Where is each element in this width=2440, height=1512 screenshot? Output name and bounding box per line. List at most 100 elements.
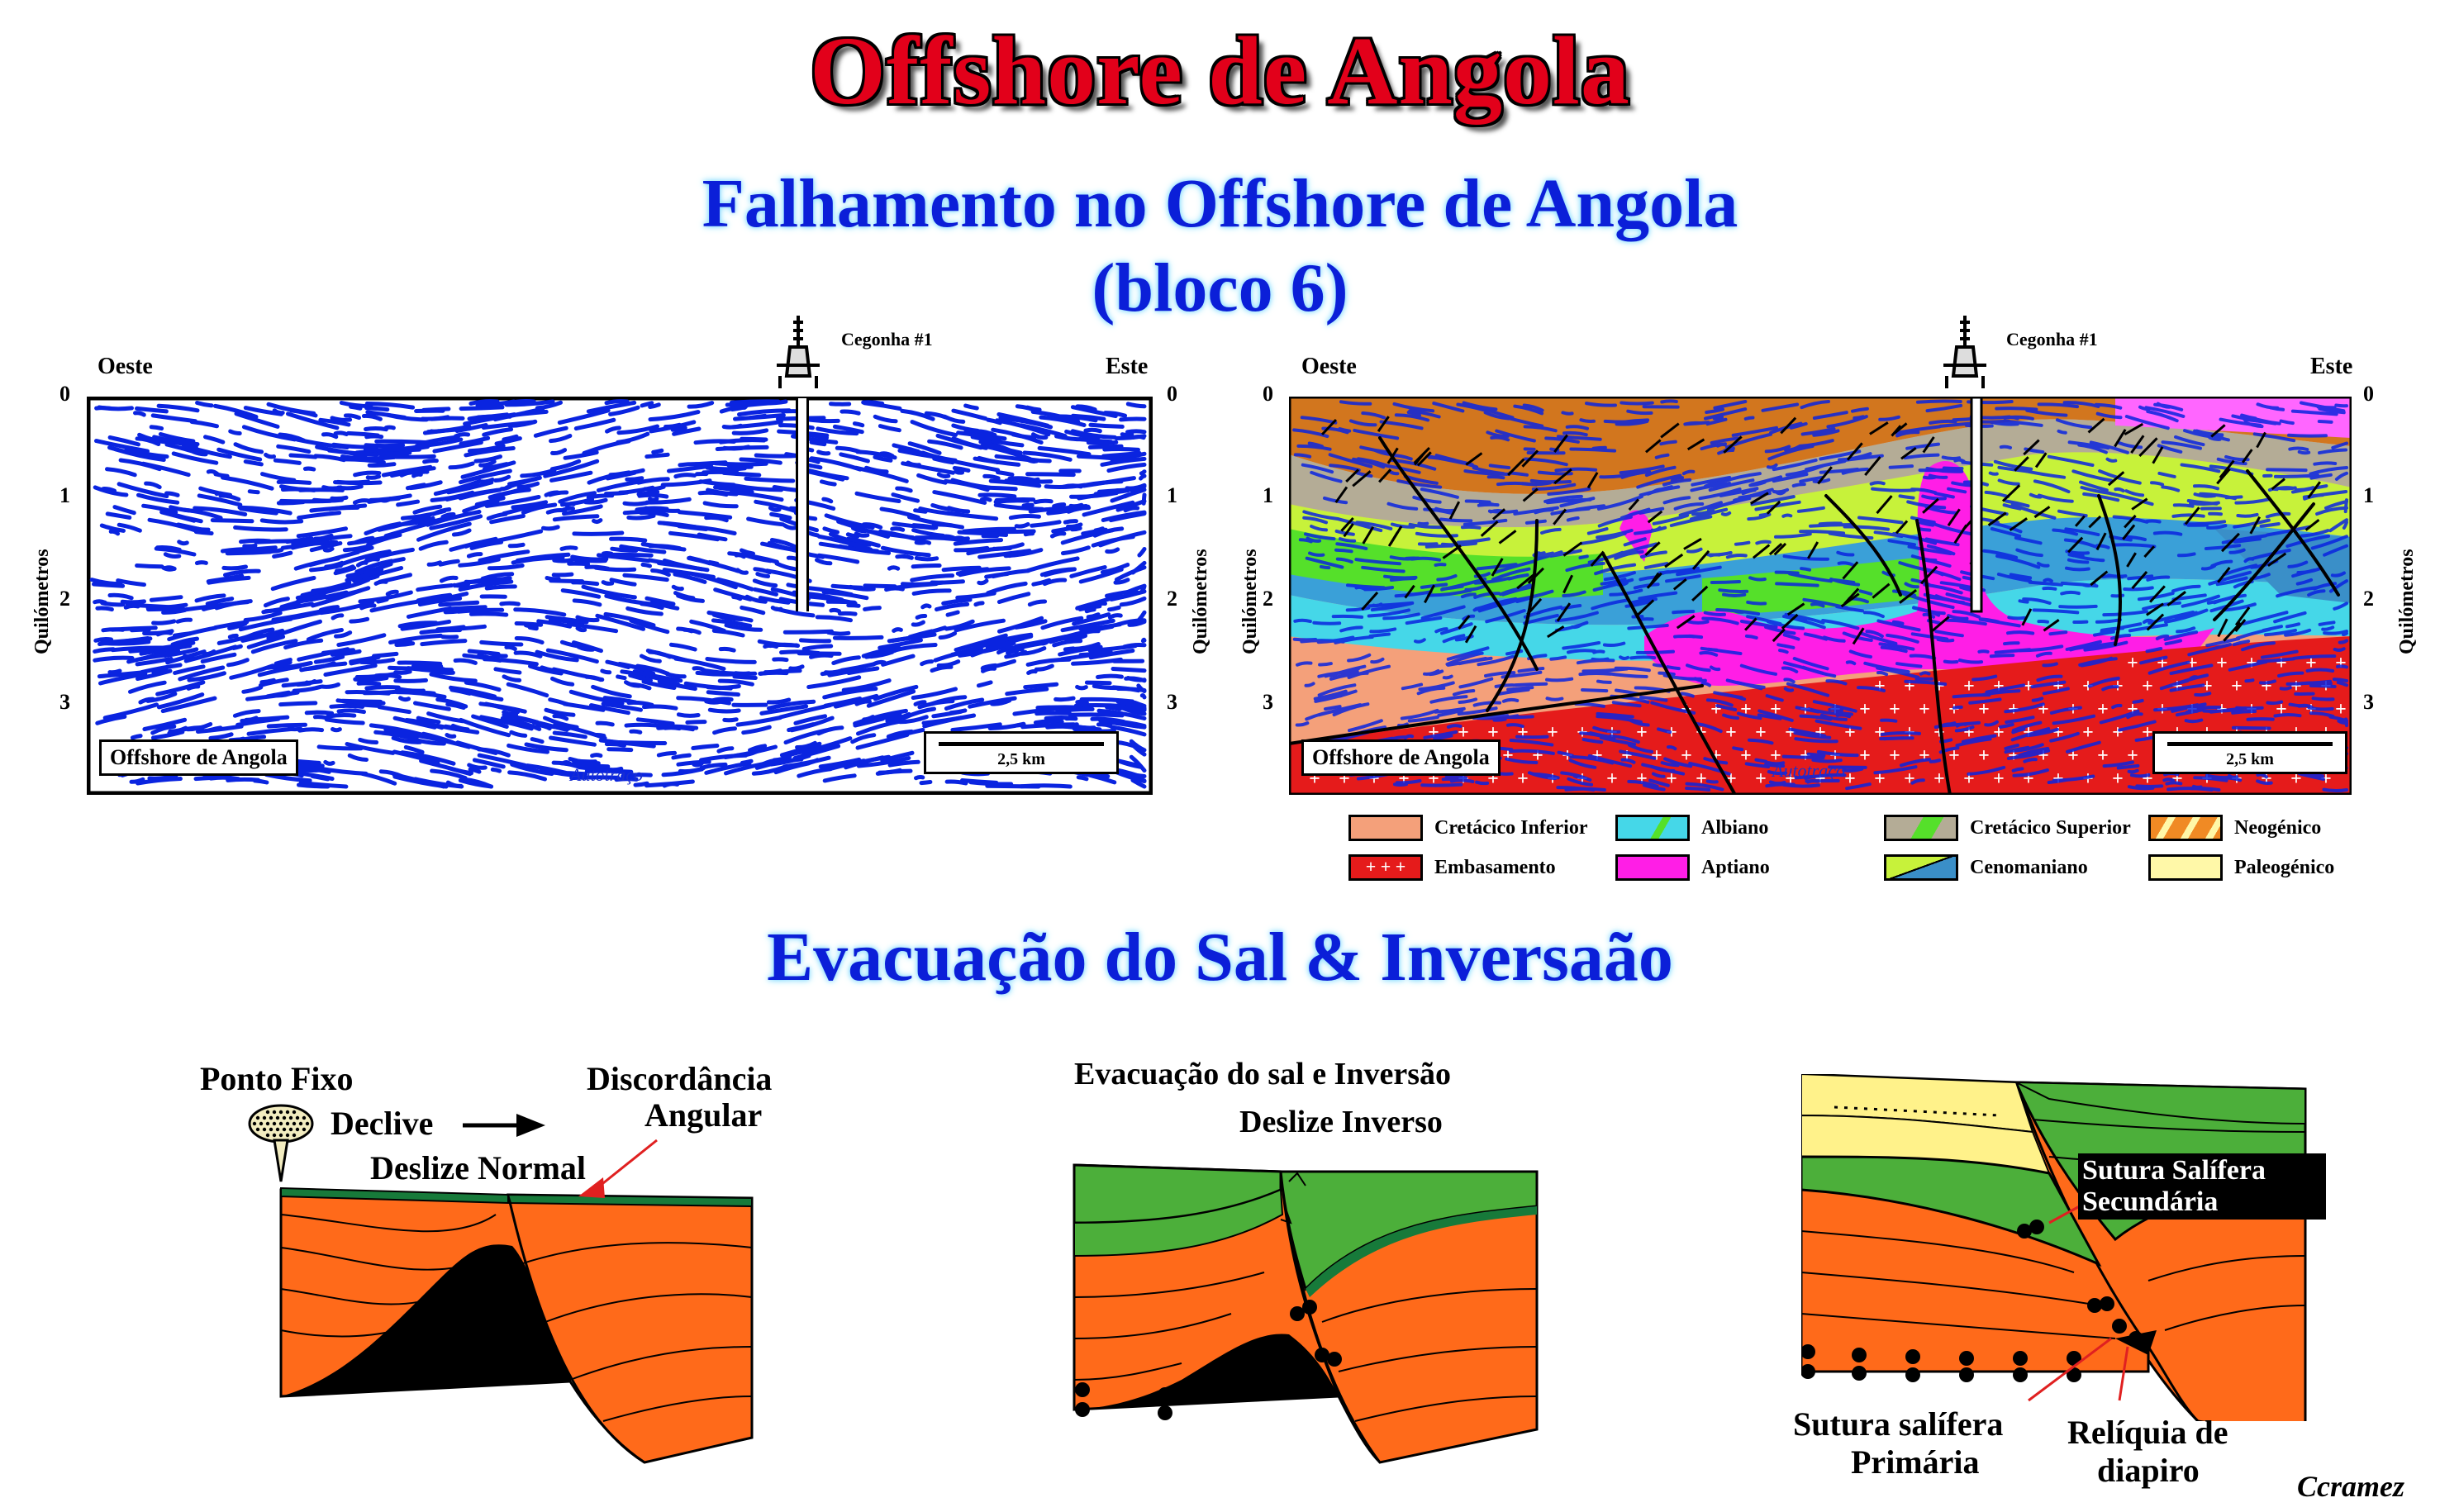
seismic-reflector (1077, 687, 1087, 688)
basement-cross: + (1606, 768, 1618, 790)
seismic-reflector (314, 500, 341, 501)
seismic-reflector (1141, 476, 1145, 478)
seismic-reflector (2335, 649, 2344, 650)
basement-cross: + (2127, 653, 2138, 674)
seismic-reflector (1024, 505, 1032, 506)
pin-dot (293, 1134, 296, 1137)
pin-dot (273, 1122, 276, 1125)
seismic-reflector (1918, 401, 1961, 402)
seismic-reflector (914, 525, 936, 528)
main-title: Offshore de Angola (0, 15, 2440, 127)
seismic-reflector (1082, 699, 1133, 701)
seismic-reflector (2324, 790, 2347, 791)
pin-dot (293, 1122, 296, 1125)
seismic-reflector (946, 536, 968, 539)
seismic-reflector (510, 544, 523, 545)
seismic-reflector (1776, 583, 1818, 585)
seismic-reflector (322, 685, 339, 687)
seismic-reflector (1979, 651, 1987, 652)
seismic-reflector (1728, 555, 1746, 557)
seismic-reflector (724, 426, 740, 427)
seismic-reflector (1371, 635, 1390, 636)
seismic-reflector (2320, 622, 2334, 625)
seismic-reflector (710, 710, 739, 711)
seismic-reflector (1954, 707, 1962, 708)
legend-label: Cenomaniano (1970, 857, 2088, 879)
seismic-reflector (335, 482, 369, 483)
seismic-reflector (369, 464, 394, 466)
seismic-reflector (1689, 621, 1708, 622)
seismic-reflector (951, 711, 965, 713)
seismic-reflector (923, 606, 930, 607)
seismic-reflector (1748, 602, 1765, 604)
seismic-reflector (339, 711, 364, 712)
seismic-reflector (122, 601, 144, 602)
seismic-reflector (1071, 505, 1082, 506)
seismic-reflector (164, 568, 174, 569)
seismic-reflector (1605, 644, 1624, 645)
seismic-reflector (1582, 690, 1606, 691)
seismic-reflector (1872, 483, 1884, 484)
seismic-reflector (1581, 420, 1594, 421)
seismic-reflector (137, 408, 167, 411)
seismic-reflector (1296, 454, 1310, 456)
basement-cross: + (1889, 745, 1900, 767)
seismic-reflector (2043, 588, 2055, 589)
seismic-reflector (154, 621, 174, 623)
seismic-reflector (939, 474, 949, 476)
seismic-reflector (440, 602, 478, 605)
pin-dot (283, 1128, 286, 1131)
seismic-reflector (2276, 475, 2318, 477)
basement-cross: + (2052, 676, 2064, 697)
seismic-reflector (2114, 544, 2154, 546)
seismic-reflector (1088, 615, 1098, 617)
tick-right-3: 3 (2363, 690, 2374, 715)
seismic-reflector (626, 725, 666, 726)
seismic-reflector (349, 433, 378, 435)
pin-dot (289, 1128, 293, 1131)
tick-right-3: 3 (1167, 690, 1177, 715)
seismic-reflector (627, 478, 642, 480)
seismic-reflector (708, 687, 740, 688)
sutura-secundaria-label-1: Sutura Salífera (2082, 1155, 2266, 1186)
seismic-reflector (2248, 719, 2273, 720)
seismic-reflector (810, 420, 838, 421)
seismic-reflector (831, 610, 839, 611)
seismic-reflector (2008, 632, 2033, 633)
angular-label: Angular (644, 1096, 762, 1134)
seismic-reflector (1801, 568, 1810, 570)
seismic-reflector (2262, 524, 2279, 526)
seismic-reflector (110, 671, 120, 673)
seismic-reflector (376, 675, 399, 677)
seismic-reflector (848, 535, 857, 537)
seismic-reflector (1810, 525, 1851, 526)
seismic-reflector (1605, 421, 1639, 422)
seismic-reflector (345, 416, 359, 418)
seismic-reflector (2195, 693, 2209, 695)
seismic-reflector (2281, 687, 2290, 688)
seismic-reflector (136, 413, 145, 415)
seismic-reflector (2014, 768, 2023, 770)
seismic-reflector (587, 567, 608, 568)
seismic-reflector (281, 703, 316, 705)
seismic-reflector (801, 640, 829, 641)
seismic-reflector (299, 785, 328, 787)
seismic-reflector (1074, 726, 1094, 728)
basement-cross: + (1755, 768, 1767, 790)
pin-dot (266, 1134, 269, 1137)
pin-dot (299, 1122, 302, 1125)
seismic-reflector (1056, 698, 1074, 700)
basement-cross: + (1725, 722, 1737, 744)
seismic-reflector (1667, 667, 1679, 668)
seismic-reflector (1393, 737, 1405, 739)
section2-title: Evacuação do Sal & Inversaão (0, 917, 2440, 997)
legend: Cretácico Inferior Albiano Cretácico Sup… (1339, 806, 2413, 889)
seismic-reflector (2044, 580, 2052, 582)
seismic-reflector (1812, 604, 1824, 606)
seismic-reflector (1141, 472, 1144, 473)
seismic-reflector (894, 630, 901, 631)
seismic-reflector (102, 642, 149, 644)
seismic-reflector (1422, 785, 1461, 786)
seismic-reflector (332, 418, 350, 420)
pin-dot (283, 1116, 286, 1120)
